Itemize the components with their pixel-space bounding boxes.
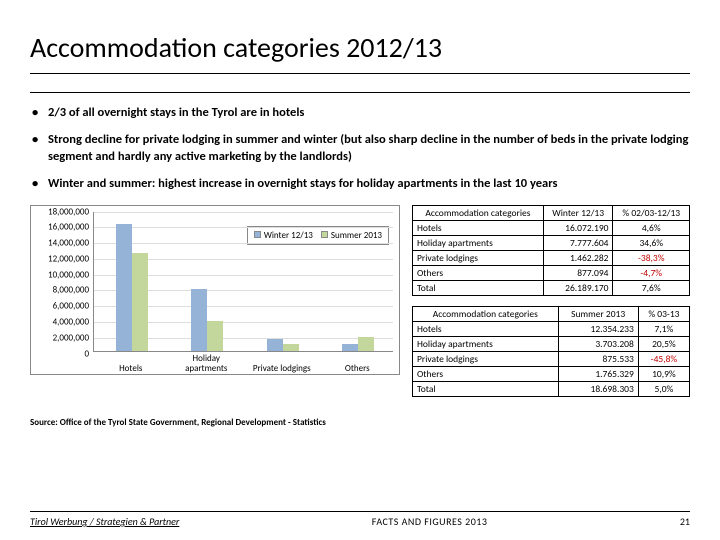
bar [342, 344, 358, 351]
table-row: Total26.189.1707,6% [413, 280, 690, 295]
table-header: Winter 12/13 [543, 205, 613, 220]
row-label: Others [413, 366, 559, 381]
bar-chart: Winter 12/13 Summer 2013 02,000,0004,000… [30, 205, 400, 375]
table-winter: Accommodation categoriesWinter 12/13% 02… [412, 205, 690, 296]
table-header: Summer 2013 [558, 306, 638, 321]
table-header: % 02/03-12/13 [613, 205, 690, 220]
bar [191, 289, 207, 350]
y-axis-label: 0 [31, 348, 89, 359]
table-row: Private lodgings875.533-45,8% [413, 351, 690, 366]
value-cell: 1.462.282 [543, 250, 613, 265]
row-label: Total [413, 280, 544, 295]
row-label: Total [413, 381, 559, 396]
row-label: Hotels [413, 220, 544, 235]
pct-cell: -38,3% [613, 250, 690, 265]
bullet-item: Winter and summer: highest increase in o… [30, 176, 690, 193]
pct-cell: 7,1% [638, 321, 689, 336]
pct-cell: -45,8% [638, 351, 689, 366]
table-row: Hotels16.072.1904,6% [413, 220, 690, 235]
tables-container: Accommodation categoriesWinter 12/13% 02… [412, 205, 690, 407]
value-cell: 18.698.303 [558, 381, 638, 396]
bullet-item: Strong decline for private lodging in su… [30, 132, 690, 166]
row-label: Private lodgings [413, 250, 544, 265]
grid-line [94, 243, 393, 244]
grid-line [94, 212, 393, 213]
page-number: 21 [680, 515, 690, 528]
table-row: Holiday apartments3.703.20820,5% [413, 336, 690, 351]
footer-mid: FACTS AND FIGURES 2013 [372, 515, 488, 528]
divider [30, 73, 690, 74]
row-label: Others [413, 265, 544, 280]
y-axis-label: 16,000,000 [31, 222, 89, 233]
table-row: Total18.698.3035,0% [413, 381, 690, 396]
value-cell: 3.703.208 [558, 336, 638, 351]
pct-cell: 20,5% [638, 336, 689, 351]
bar [116, 224, 132, 351]
x-axis-label: Private lodgings [244, 364, 320, 374]
table-summer: Accommodation categoriesSummer 2013% 03-… [412, 306, 690, 397]
table-header: Accommodation categories [413, 306, 559, 321]
row-label: Hotels [413, 321, 559, 336]
source-text: Source: Office of the Tyrol State Govern… [30, 417, 690, 428]
bar [132, 253, 148, 350]
row-label: Private lodgings [413, 351, 559, 366]
y-axis-label: 2,000,000 [31, 332, 89, 343]
plot-area [93, 212, 393, 352]
pct-cell: -4,7% [613, 265, 690, 280]
table-header: % 03-13 [638, 306, 689, 321]
pct-cell: 4,6% [613, 220, 690, 235]
x-axis-label: Others [320, 364, 396, 374]
y-axis-label: 14,000,000 [31, 238, 89, 249]
y-axis-label: 10,000,000 [31, 269, 89, 280]
bullet-list: 2/3 of all overnight stays in the Tyrol … [30, 105, 690, 193]
divider [30, 92, 690, 93]
bar [267, 339, 283, 351]
x-axis-label: Holidayapartments [169, 354, 245, 374]
row-label: Holiday apartments [413, 235, 544, 250]
table-header: Accommodation categories [413, 205, 544, 220]
value-cell: 877.094 [543, 265, 613, 280]
y-axis-label: 12,000,000 [31, 253, 89, 264]
row-label: Holiday apartments [413, 336, 559, 351]
table-row: Others1.765.32910,9% [413, 366, 690, 381]
y-axis-label: 8,000,000 [31, 285, 89, 296]
y-axis-label: 6,000,000 [31, 301, 89, 312]
y-axis-label: 4,000,000 [31, 316, 89, 327]
pct-cell: 5,0% [638, 381, 689, 396]
footer: Tirol Werbung / Strategien & Partner FAC… [30, 511, 690, 528]
x-axis-label: Hotels [93, 364, 169, 374]
pct-cell: 34,6% [613, 235, 690, 250]
page-title: Accommodation categories 2012/13 [30, 30, 690, 65]
grid-line [94, 227, 393, 228]
table-row: Private lodgings1.462.282-38,3% [413, 250, 690, 265]
bullet-item: 2/3 of all overnight stays in the Tyrol … [30, 105, 690, 122]
value-cell: 875.533 [558, 351, 638, 366]
bar [283, 344, 299, 351]
value-cell: 16.072.190 [543, 220, 613, 235]
value-cell: 1.765.329 [558, 366, 638, 381]
footer-left: Tirol Werbung / Strategien & Partner [30, 515, 179, 528]
y-axis-label: 18,000,000 [31, 206, 89, 217]
bar [358, 337, 374, 351]
table-row: Holiday apartments7.777.60434,6% [413, 235, 690, 250]
value-cell: 26.189.170 [543, 280, 613, 295]
table-row: Hotels12.354.2337,1% [413, 321, 690, 336]
table-row: Others877.094-4,7% [413, 265, 690, 280]
value-cell: 12.354.233 [558, 321, 638, 336]
value-cell: 7.777.604 [543, 235, 613, 250]
bar [207, 321, 223, 350]
pct-cell: 7,6% [613, 280, 690, 295]
pct-cell: 10,9% [638, 366, 689, 381]
